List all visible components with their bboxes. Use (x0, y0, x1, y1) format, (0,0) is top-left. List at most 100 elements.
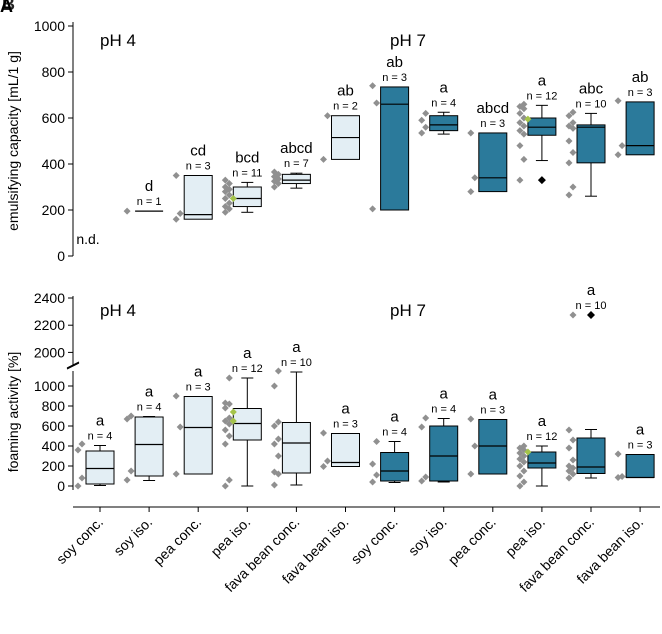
data-point (369, 478, 377, 486)
y-tick-label: 1000 (34, 378, 65, 394)
data-point (320, 155, 327, 163)
data-point (127, 412, 135, 420)
data-point (516, 127, 524, 135)
data-point (324, 457, 331, 465)
significance-letter: bcd (235, 149, 259, 166)
data-point (569, 108, 577, 116)
significance-letter: ab (386, 54, 403, 71)
sample-size-label: n = 12 (526, 431, 557, 443)
box-group-b-ph-4-fava-bean-iso: n = 3a (320, 401, 360, 470)
data-point (569, 183, 577, 191)
data-point (422, 123, 430, 131)
box (478, 419, 508, 475)
sample-size-label: n = 4 (382, 427, 407, 439)
data-point (569, 149, 577, 156)
sample-size-label: n = 3 (186, 382, 211, 394)
data-point (422, 473, 430, 481)
sample-size-label: n = 10 (576, 98, 607, 110)
box-group-b-ph-4-soy-iso: n = 4a (123, 384, 164, 484)
box-group-b-ph-7-pea-conc: n = 3a (467, 387, 508, 478)
data-point (176, 423, 184, 431)
data-point (270, 168, 278, 176)
foaming-activity-panel: 0 200 400 600 800 1000 2000 2200 2400 foaming act… (5, 282, 655, 494)
data-point (520, 467, 528, 475)
data-point (74, 446, 82, 454)
box (576, 437, 606, 474)
category-label: pea iso. (502, 514, 548, 560)
box (429, 425, 459, 482)
sample-size-label: n = 12 (526, 90, 557, 102)
data-point (123, 476, 131, 484)
highlight-point (524, 115, 532, 123)
significance-letter: abcd (280, 140, 313, 157)
data-point (516, 109, 524, 117)
data-point (569, 124, 577, 132)
data-point (565, 137, 573, 145)
box-group-a-ph-7-pea-iso: n = 12a (516, 72, 557, 185)
box (232, 186, 262, 208)
data-point (467, 470, 475, 478)
data-point (520, 155, 528, 163)
box (281, 422, 311, 474)
box (380, 86, 410, 211)
box-group-a-ph-4-pea-conc: n = 3cd (172, 143, 213, 223)
data-point (221, 195, 229, 202)
data-point (373, 471, 381, 479)
box-group-a-ph-4-soy-conc: n.d. (76, 231, 99, 247)
category-label: soy conc. (348, 514, 401, 567)
box (625, 101, 655, 156)
group-label-ph4: pH 4 (100, 301, 136, 320)
data-point (274, 452, 282, 460)
sample-size-label: n = 11 (232, 167, 262, 179)
box (85, 450, 115, 485)
data-point (516, 119, 524, 127)
data-point (516, 482, 524, 490)
data-point (270, 422, 278, 430)
data-point (221, 399, 229, 407)
significance-letter: ab (337, 83, 354, 100)
significance-letter: a (145, 384, 154, 401)
highlight-point (229, 417, 237, 425)
data-point (565, 159, 573, 167)
data-point (618, 142, 626, 150)
data-point (569, 436, 577, 444)
sample-size-label: n = 3 (382, 72, 407, 84)
box (232, 408, 262, 441)
data-point (221, 482, 229, 490)
y-tick-label: 400 (42, 438, 66, 454)
data-point (320, 463, 327, 470)
highlight-point (524, 448, 532, 456)
box (281, 173, 311, 185)
data-point (324, 112, 331, 120)
data-point (565, 474, 573, 482)
significance-letter: abcd (477, 100, 510, 117)
sample-size-label: n = 3 (628, 87, 653, 99)
data-point (221, 208, 229, 216)
highlight-point (229, 408, 237, 416)
data-point (471, 442, 479, 450)
data-point (176, 209, 184, 217)
data-point (225, 191, 233, 199)
data-point (221, 404, 229, 412)
box (331, 433, 360, 467)
data-point (422, 109, 430, 117)
data-point (127, 467, 135, 475)
sample-size-label: n = 3 (480, 405, 505, 417)
category-label: pea conc. (445, 514, 499, 568)
data-point (418, 116, 426, 124)
data-point (123, 207, 131, 215)
data-point (565, 112, 573, 120)
panel-label-a: A (0, 0, 13, 16)
significance-letter: abc (579, 80, 604, 97)
box-group-b-ph-7-soy-iso: n = 4a (418, 386, 459, 485)
y-tick-label: 2200 (34, 317, 65, 333)
y-tick-label: 2000 (34, 344, 65, 360)
y-tick-label: 1000 (34, 18, 65, 34)
data-point (467, 129, 475, 137)
sample-size-label: n = 10 (576, 300, 607, 312)
box-group-b-ph-7-fava-bean-conc: n = 10a (565, 282, 607, 482)
data-point (270, 481, 278, 489)
